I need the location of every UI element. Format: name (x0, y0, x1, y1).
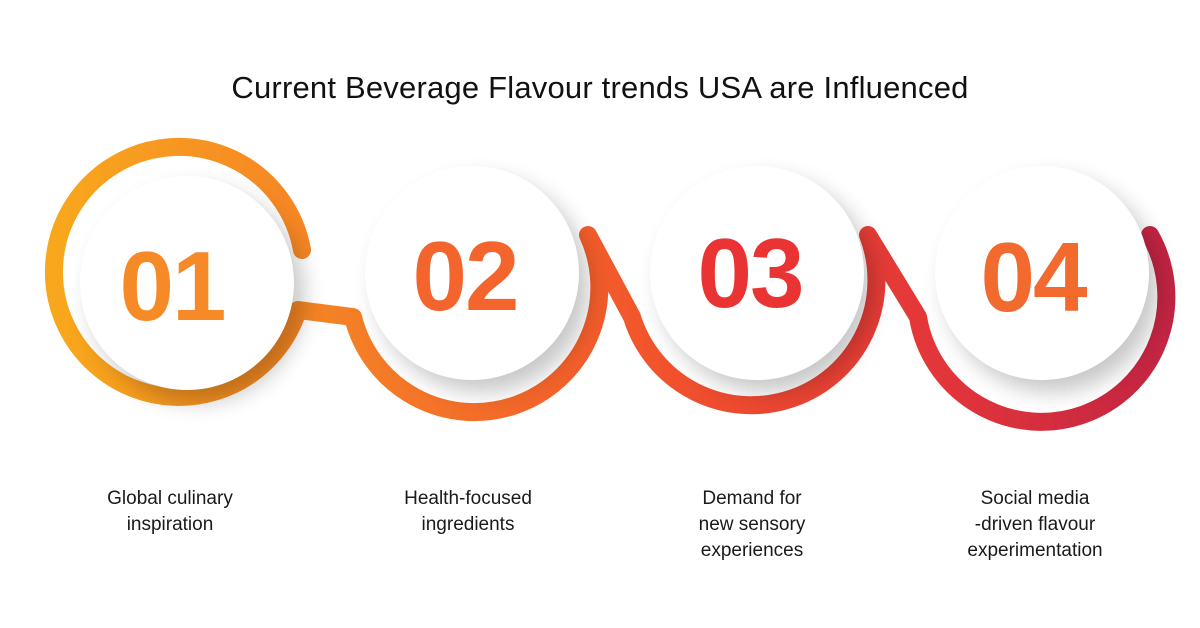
caption-line: -driven flavour (974, 514, 1096, 535)
step-caption-1: Global culinary inspiration (50, 486, 290, 538)
step-caption-2: Health-focused ingredients (348, 486, 588, 538)
step-number-2: 02 (412, 221, 517, 331)
caption-line: Health-focused (404, 488, 532, 509)
step-number-4: 04 (980, 222, 1087, 332)
caption-line: ingredients (421, 514, 515, 535)
caption-line: new sensory (698, 514, 806, 535)
step-circle-2 (365, 166, 579, 380)
step-circle-4 (935, 166, 1149, 380)
caption-line: experiences (700, 540, 804, 561)
caption-line: Demand for (702, 488, 802, 509)
step-caption-3: Demand for new sensory experiences (632, 486, 872, 564)
caption-line: Social media (980, 488, 1090, 509)
step-number-1: 01 (119, 231, 224, 341)
caption-line: experimentation (967, 540, 1103, 561)
step-number-3: 03 (697, 218, 802, 328)
page-title: Current Beverage Flavour trends USA are … (231, 70, 969, 105)
step-circle-1 (80, 176, 294, 390)
step-circle-3 (650, 166, 864, 380)
caption-line: Global culinary (107, 488, 233, 509)
caption-line: inspiration (126, 514, 214, 535)
connector-ribbon (44, 137, 1176, 431)
step-caption-4: Social media -driven flavour experimenta… (915, 486, 1155, 564)
